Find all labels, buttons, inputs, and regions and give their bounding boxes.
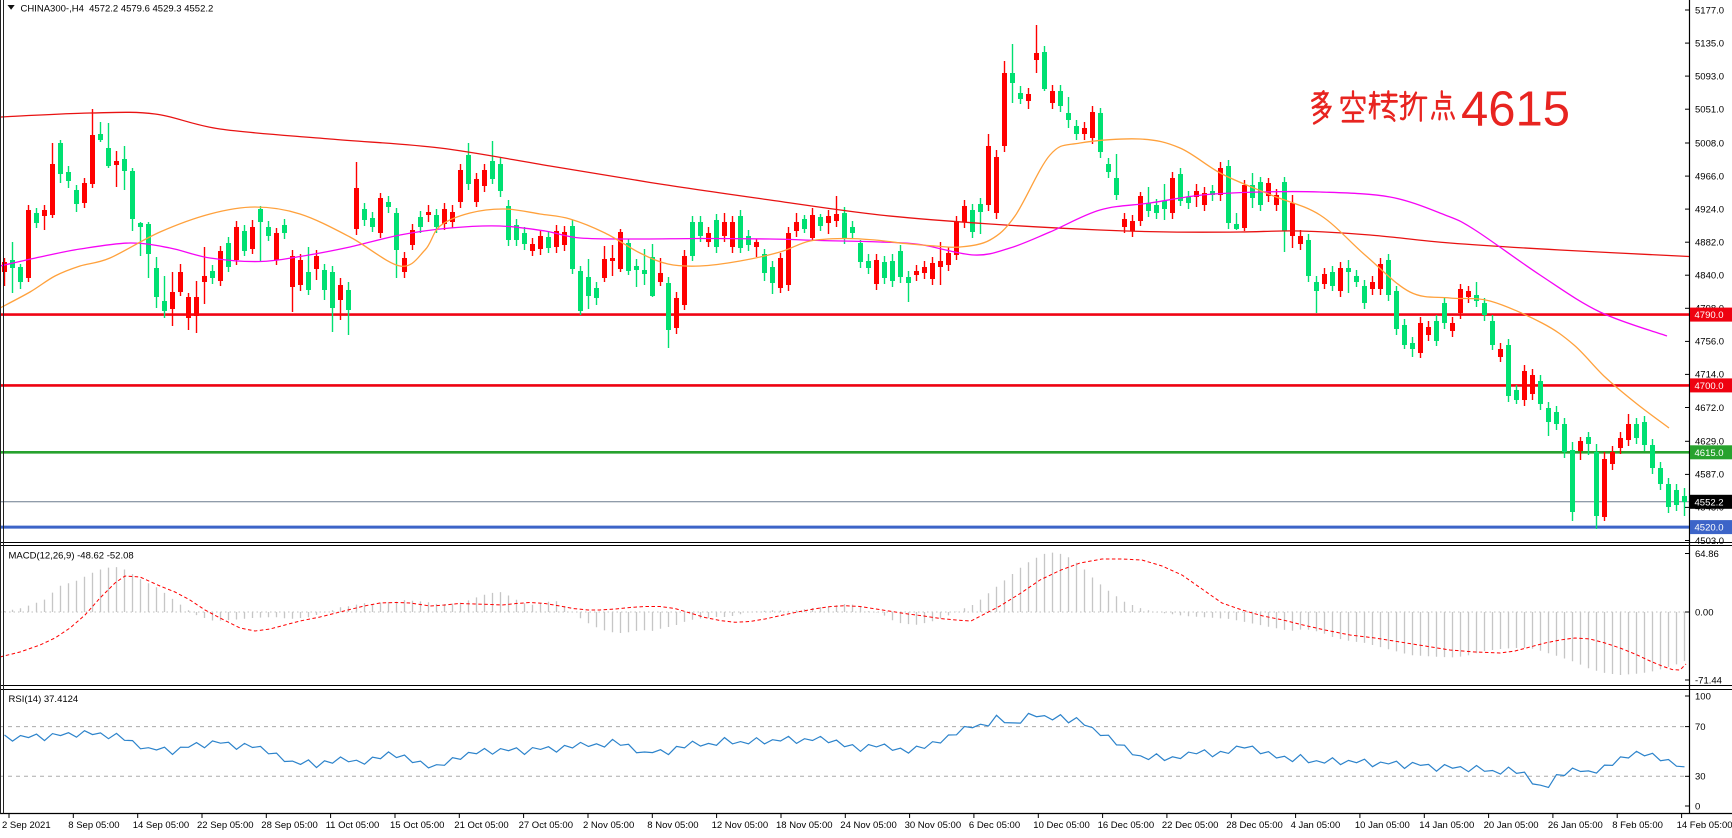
svg-text:11 Oct 05:00: 11 Oct 05:00 xyxy=(326,820,380,831)
svg-text:4615: 4615 xyxy=(1461,83,1570,137)
svg-text:5177.0: 5177.0 xyxy=(1695,5,1724,16)
svg-text:4924.0: 4924.0 xyxy=(1695,204,1724,215)
svg-text:4966.0: 4966.0 xyxy=(1695,171,1724,182)
svg-text:10 Jan 05:00: 10 Jan 05:00 xyxy=(1355,820,1410,831)
svg-text:0.00: 0.00 xyxy=(1695,607,1714,618)
svg-text:8 Feb 05:00: 8 Feb 05:00 xyxy=(1612,820,1663,831)
svg-text:4756.0: 4756.0 xyxy=(1695,337,1724,348)
svg-text:8 Nov 05:00: 8 Nov 05:00 xyxy=(647,820,698,831)
svg-text:30: 30 xyxy=(1695,772,1706,783)
svg-text:4672.0: 4672.0 xyxy=(1695,403,1724,414)
svg-text:20 Jan 05:00: 20 Jan 05:00 xyxy=(1484,820,1539,831)
svg-text:5051.0: 5051.0 xyxy=(1695,105,1724,116)
svg-text:MACD(12,26,9) -48.62 -52.08: MACD(12,26,9) -48.62 -52.08 xyxy=(9,551,134,562)
svg-text:21 Oct 05:00: 21 Oct 05:00 xyxy=(454,820,508,831)
svg-text:26 Jan 05:00: 26 Jan 05:00 xyxy=(1548,820,1603,831)
svg-text:4615.0: 4615.0 xyxy=(1695,448,1724,459)
svg-text:70: 70 xyxy=(1695,722,1706,733)
svg-text:5093.0: 5093.0 xyxy=(1695,71,1724,82)
svg-text:30 Nov 05:00: 30 Nov 05:00 xyxy=(905,820,962,831)
svg-text:CHINA300-,H4 4572.2 4579.6 45: CHINA300-,H4 4572.2 4579.6 4529.3 4552.2 xyxy=(21,4,214,15)
svg-text:5008.0: 5008.0 xyxy=(1695,138,1724,149)
svg-text:6 Dec 05:00: 6 Dec 05:00 xyxy=(969,820,1020,831)
svg-text:4520.0: 4520.0 xyxy=(1695,523,1724,534)
svg-text:64.86: 64.86 xyxy=(1695,549,1719,560)
svg-text:4714.0: 4714.0 xyxy=(1695,370,1724,381)
svg-text:27 Oct 05:00: 27 Oct 05:00 xyxy=(519,820,573,831)
svg-text:18 Nov 05:00: 18 Nov 05:00 xyxy=(776,820,833,831)
svg-text:4882.0: 4882.0 xyxy=(1695,238,1724,249)
svg-text:4700.0: 4700.0 xyxy=(1695,381,1724,392)
svg-text:14 Jan 05:00: 14 Jan 05:00 xyxy=(1419,820,1474,831)
svg-text:14 Feb 05:00: 14 Feb 05:00 xyxy=(1677,820,1732,831)
svg-text:10 Dec 05:00: 10 Dec 05:00 xyxy=(1033,820,1090,831)
svg-text:4840.0: 4840.0 xyxy=(1695,271,1724,282)
svg-text:15 Oct 05:00: 15 Oct 05:00 xyxy=(390,820,444,831)
svg-text:-71.44: -71.44 xyxy=(1695,675,1722,686)
svg-text:4629.0: 4629.0 xyxy=(1695,437,1724,448)
svg-text:0: 0 xyxy=(1695,801,1700,812)
svg-text:4790.0: 4790.0 xyxy=(1695,310,1724,321)
svg-text:100: 100 xyxy=(1695,691,1711,702)
svg-text:22 Sep 05:00: 22 Sep 05:00 xyxy=(197,820,254,831)
svg-text:2 Nov 05:00: 2 Nov 05:00 xyxy=(583,820,634,831)
svg-text:14 Sep 05:00: 14 Sep 05:00 xyxy=(133,820,190,831)
svg-text:2 Sep 2021: 2 Sep 2021 xyxy=(2,820,51,831)
svg-text:RSI(14) 37.4124: RSI(14) 37.4124 xyxy=(9,694,79,705)
svg-text:5135.0: 5135.0 xyxy=(1695,38,1724,49)
svg-text:4503.0: 4503.0 xyxy=(1695,536,1724,547)
svg-text:4552.2: 4552.2 xyxy=(1695,497,1724,508)
svg-text:12 Nov 05:00: 12 Nov 05:00 xyxy=(712,820,769,831)
svg-text:4 Jan 05:00: 4 Jan 05:00 xyxy=(1291,820,1341,831)
svg-text:4587.0: 4587.0 xyxy=(1695,470,1724,481)
svg-text:28 Dec 05:00: 28 Dec 05:00 xyxy=(1226,820,1283,831)
svg-text:28 Sep 05:00: 28 Sep 05:00 xyxy=(261,820,318,831)
svg-text:8 Sep 05:00: 8 Sep 05:00 xyxy=(68,820,119,831)
svg-text:24 Nov 05:00: 24 Nov 05:00 xyxy=(840,820,897,831)
svg-text:16 Dec 05:00: 16 Dec 05:00 xyxy=(1098,820,1155,831)
svg-text:22 Dec 05:00: 22 Dec 05:00 xyxy=(1162,820,1219,831)
